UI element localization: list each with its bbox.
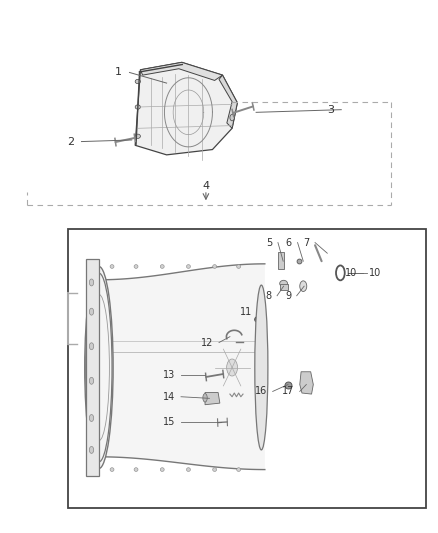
Text: 5: 5: [266, 238, 272, 247]
Polygon shape: [205, 392, 220, 405]
Ellipse shape: [237, 265, 240, 268]
Text: 14: 14: [163, 392, 175, 402]
Text: 10: 10: [369, 268, 381, 278]
Ellipse shape: [187, 468, 191, 471]
Ellipse shape: [280, 280, 288, 287]
Ellipse shape: [89, 415, 94, 422]
Ellipse shape: [89, 308, 94, 315]
Ellipse shape: [160, 265, 164, 268]
Text: 16: 16: [255, 386, 267, 397]
Ellipse shape: [135, 134, 141, 139]
Ellipse shape: [110, 265, 114, 268]
Text: 7: 7: [303, 238, 309, 247]
Ellipse shape: [134, 468, 138, 471]
Ellipse shape: [89, 343, 94, 350]
Ellipse shape: [89, 447, 94, 454]
Text: 1: 1: [115, 68, 122, 77]
Ellipse shape: [300, 281, 307, 292]
Ellipse shape: [134, 265, 138, 268]
Polygon shape: [300, 372, 313, 394]
Text: 3: 3: [327, 104, 334, 115]
Text: 15: 15: [163, 417, 175, 427]
Text: 11: 11: [240, 306, 253, 317]
Ellipse shape: [89, 279, 94, 286]
Bar: [68, 229, 426, 508]
Ellipse shape: [89, 377, 94, 384]
Text: 17: 17: [282, 386, 294, 397]
Text: 4: 4: [202, 181, 209, 191]
Bar: [280, 284, 288, 290]
Ellipse shape: [187, 265, 191, 268]
Bar: [279, 252, 284, 269]
Ellipse shape: [110, 468, 114, 471]
Text: 2: 2: [67, 136, 74, 147]
Text: 13: 13: [163, 370, 175, 381]
Ellipse shape: [237, 468, 240, 471]
Ellipse shape: [213, 265, 217, 268]
Polygon shape: [219, 75, 237, 128]
Ellipse shape: [203, 393, 207, 402]
Polygon shape: [141, 62, 223, 80]
Polygon shape: [99, 264, 265, 470]
Ellipse shape: [226, 359, 237, 376]
Polygon shape: [135, 62, 237, 155]
Ellipse shape: [213, 468, 217, 471]
Text: 8: 8: [265, 290, 272, 301]
Polygon shape: [86, 259, 99, 477]
Text: 9: 9: [285, 290, 291, 301]
Ellipse shape: [230, 115, 234, 121]
Ellipse shape: [135, 79, 141, 84]
Ellipse shape: [255, 285, 268, 450]
Ellipse shape: [85, 266, 113, 469]
Text: 10: 10: [345, 268, 357, 278]
Ellipse shape: [160, 468, 164, 471]
Ellipse shape: [135, 105, 141, 109]
Text: 12: 12: [201, 337, 213, 348]
Text: 6: 6: [286, 238, 292, 247]
